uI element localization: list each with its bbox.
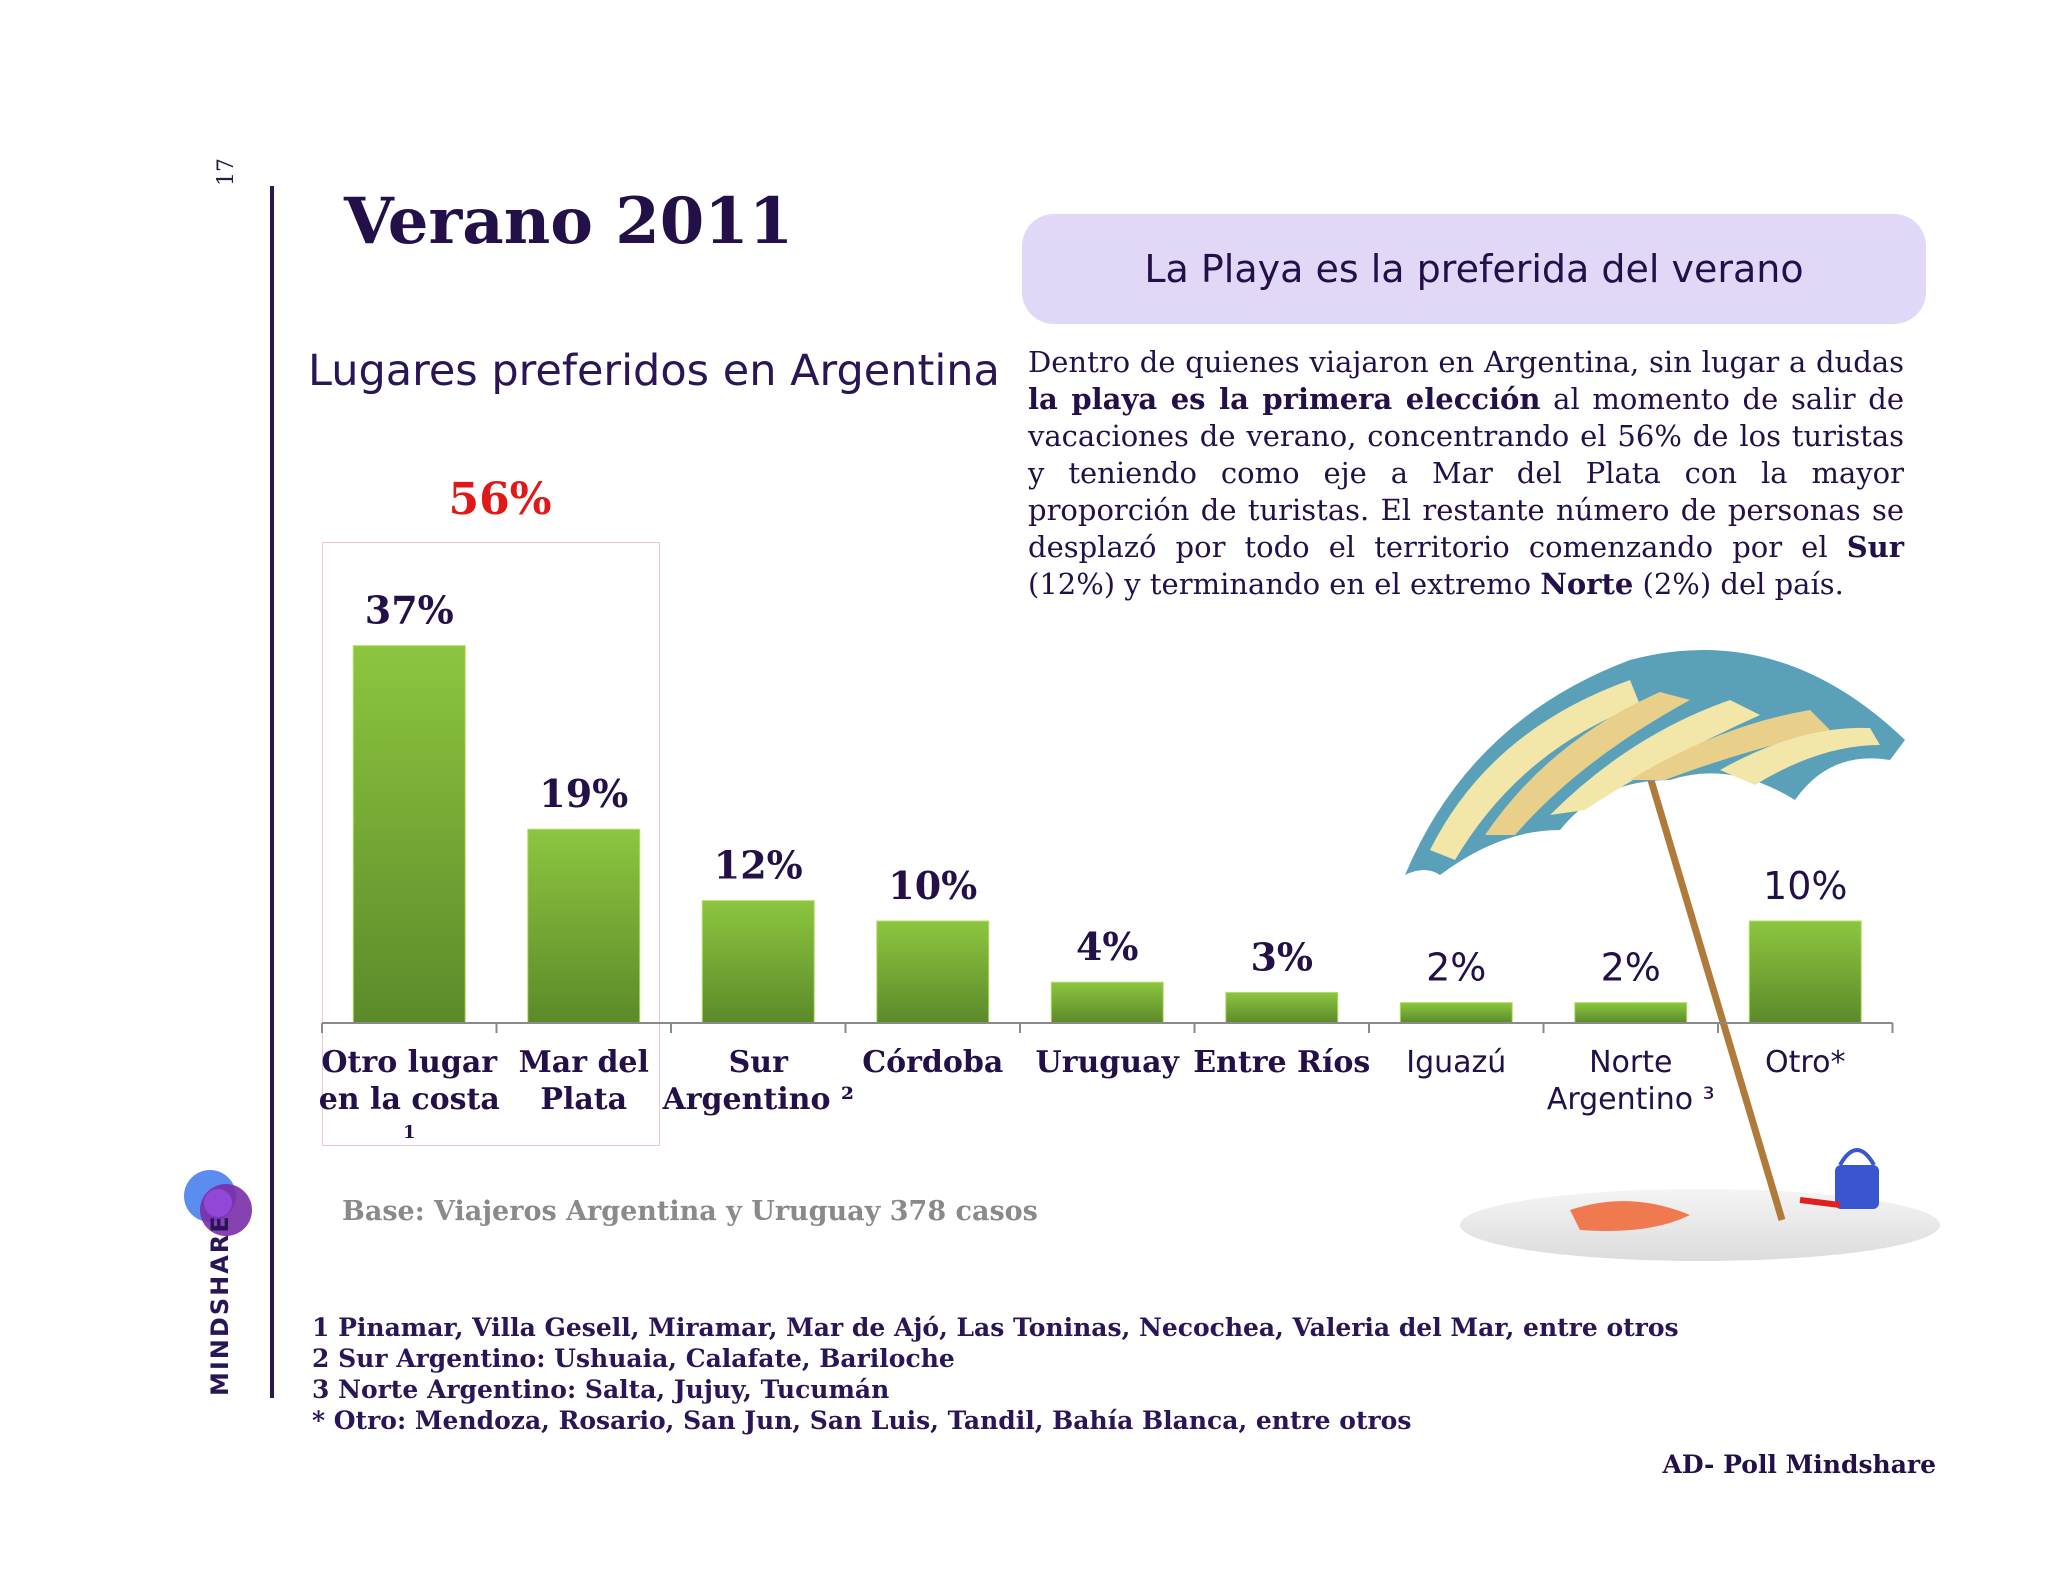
source-credit: AD- Poll Mindshare [1662,1450,1936,1479]
bar [1748,920,1862,1024]
bar [527,828,641,1024]
bar [352,645,466,1024]
category-label: Norte [1589,1045,1672,1080]
data-label: 37% [365,588,454,633]
category-label: Córdoba [862,1045,1003,1080]
beach-total-label: 56% [448,474,552,525]
footnotes: 1 Pinamar, Villa Gesell, Miramar, Mar de… [312,1312,1679,1436]
data-label: 19% [539,771,628,816]
data-label: 12% [714,843,803,888]
category-label: Entre Ríos [1193,1045,1370,1080]
footnote: 1 Pinamar, Villa Gesell, Miramar, Mar de… [312,1313,1679,1342]
base-note: Base: Viajeros Argentina y Uruguay 378 c… [342,1196,1038,1227]
summary-paragraph: Dentro de quienes viajaron en Argentina,… [1028,345,1904,601]
bar [1399,1002,1513,1024]
data-label: 10% [1763,864,1847,908]
category-label: Argentino ³ [1547,1082,1715,1117]
beach-umbrella-icon [1405,650,1940,1261]
data-label: 2% [1601,946,1661,990]
bar [1050,981,1164,1024]
category-label: 1 [403,1122,416,1143]
category-label: Uruguay [1036,1045,1181,1080]
data-label: 10% [888,863,977,908]
page-title: Verano 2011 [344,184,794,259]
category-label: Mar del [519,1045,649,1080]
category-label: Otro lugar [321,1045,498,1080]
category-label: Sur [729,1045,789,1080]
mindshare-logo-icon [184,1170,252,1236]
category-label: en la costa [319,1082,500,1117]
bar [876,920,990,1024]
divider-line [270,186,274,1398]
data-label: 2% [1426,946,1486,990]
chart-subtitle: Lugares preferidos en Argentina [308,346,1000,396]
brand-name: MINDSHARE [206,1214,234,1396]
beach-highlight-box [322,542,660,1146]
category-label: Plata [540,1082,627,1117]
category-label: Iguazú [1406,1045,1506,1080]
footnote: * Otro: Mendoza, Rosario, San Jun, San L… [312,1406,1412,1435]
bar [701,900,815,1024]
category-label: Otro* [1765,1045,1845,1080]
data-label: 3% [1250,934,1313,979]
bar [1574,1002,1688,1024]
data-label: 4% [1076,924,1139,969]
footnote: 3 Norte Argentino: Salta, Jujuy, Tucumán [312,1375,890,1404]
category-label: Argentino ² [661,1082,854,1117]
footnote: 2 Sur Argentino: Ushuaia, Calafate, Bari… [312,1344,955,1373]
callout-banner: La Playa es la preferida del verano [1022,214,1926,324]
bar [1225,991,1339,1024]
